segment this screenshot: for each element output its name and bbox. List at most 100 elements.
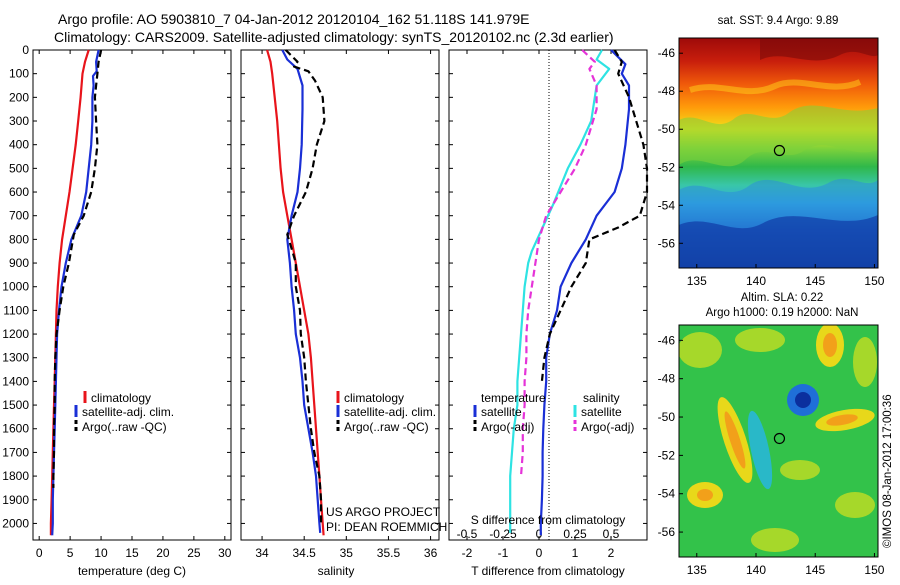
x-tick-label: 5 xyxy=(67,546,74,560)
series-line-satellite-adj-clim- xyxy=(281,49,322,533)
map-y-tick-label: -56 xyxy=(658,236,676,250)
series-line-satellite-adj-clim- xyxy=(51,49,100,536)
map-y-tick-label: -48 xyxy=(658,372,676,386)
map-x-tick-label: 135 xyxy=(687,563,707,577)
x-tick-label: 34.5 xyxy=(293,546,317,560)
map-y-tick-label: -46 xyxy=(658,46,676,60)
series-line-temperature-satellite xyxy=(539,49,631,536)
legend-salinity-title: salinity xyxy=(583,391,620,405)
map-x-tick-label: 150 xyxy=(864,563,884,577)
x-tick-label: 15 xyxy=(125,546,139,560)
depth-tick-label: 1700 xyxy=(2,445,29,459)
legend-temp-satellite-label: satellite xyxy=(481,405,522,419)
sla-map-axes: 135 140 145 150 -46 -48 -50 -52 -54 -56 xyxy=(658,333,885,577)
sla-map-panel: Altim. SLA: 0.22 Argo h1000: 0.19 h2000:… xyxy=(658,292,894,577)
sla-field xyxy=(679,325,878,557)
map-x-tick-label: 150 xyxy=(864,274,884,288)
sla-map-title-line1: Altim. SLA: 0.22 xyxy=(741,292,823,304)
salinity-axes-frame xyxy=(240,49,440,541)
temperature-panel: 0100200300400500600700800900100011001200… xyxy=(2,43,232,578)
imos-timestamp: ©IMOS 08-Jan-2012 17:00:36 xyxy=(882,394,894,548)
figure-title-line2: Climatology: CARS2009. Satellite-adjuste… xyxy=(54,29,614,45)
depth-tick-label: 1300 xyxy=(2,351,29,365)
map-y-tick-label: -56 xyxy=(658,525,676,539)
s-tick-label: 0.25 xyxy=(563,527,587,541)
sla-map-frame xyxy=(678,324,879,558)
s-difference-axis: -0.5 -0.25 0 0.25 0.5 xyxy=(457,527,620,541)
x-tick-label: 34 xyxy=(255,546,269,560)
legend-sal-satellite-label: satellite xyxy=(581,405,622,419)
map-y-tick-label: -50 xyxy=(658,122,676,136)
salinity-axis: 34 34.5 35 35.5 36 xyxy=(255,50,438,560)
sla-map-title-line2: Argo h1000: 0.19 h2000: NaN xyxy=(706,307,859,319)
series-line-salinity-argo-adj- xyxy=(519,49,598,477)
map-y-tick-label: -54 xyxy=(658,487,676,501)
depth-tick-label: 2000 xyxy=(2,516,29,530)
series-line-climatology xyxy=(49,49,90,536)
difference-legend: temperature salinity satellite Argo(-adj… xyxy=(473,391,634,434)
temperature-legend: climatology satellite-adj. clim. Argo(..… xyxy=(74,391,174,434)
depth-tick-label: 500 xyxy=(9,161,29,175)
legend-argo-label: Argo(..raw -QC) xyxy=(82,420,167,434)
legend-climatology-label: climatology xyxy=(91,391,151,405)
depth-tick-label: 1400 xyxy=(2,374,29,388)
map-x-tick-label: 145 xyxy=(805,563,825,577)
salinity-depth-ticks xyxy=(241,49,439,524)
x-tick-label: 36 xyxy=(424,546,438,560)
depth-tick-label: 200 xyxy=(9,90,29,104)
legend-satellite-label: satellite-adj. clim. xyxy=(344,405,436,419)
difference-depth-ticks xyxy=(449,49,647,524)
x-tick-label: 25 xyxy=(187,546,201,560)
sst-map-title: sat. SST: 9.4 Argo: 9.89 xyxy=(718,15,839,27)
project-annotation-line1: US ARGO PROJECT xyxy=(326,505,441,519)
sst-map-axes: 135 140 145 150 -46 -48 -50 -52 -54 -56 xyxy=(658,46,885,288)
x-tick-label: 2 xyxy=(608,546,615,560)
x-tick-label: -2 xyxy=(462,546,473,560)
map-x-tick-label: 145 xyxy=(805,274,825,288)
sst-field xyxy=(679,38,878,268)
legend-temperature-title: temperature xyxy=(481,391,546,405)
map-x-tick-label: 135 xyxy=(687,274,707,288)
depth-tick-label: 100 xyxy=(9,67,29,81)
depth-tick-label: 900 xyxy=(9,256,29,270)
series-line-argo-raw-qc- xyxy=(284,49,326,524)
s-difference-label: S difference from climatology xyxy=(471,513,626,527)
map-y-tick-label: -52 xyxy=(658,160,676,174)
series-line-temperature-argo-adj- xyxy=(540,49,649,382)
argo-float-marker xyxy=(773,144,786,157)
salinity-xlabel: salinity xyxy=(318,564,355,578)
depth-tick-label: 300 xyxy=(9,114,29,128)
map-y-tick-label: -50 xyxy=(658,410,676,424)
depth-tick-label: 0 xyxy=(22,43,29,57)
depth-tick-label: 400 xyxy=(9,138,29,152)
depth-tick-label: 1800 xyxy=(2,469,29,483)
temperature-axis: 0 5 10 15 20 25 30 xyxy=(36,50,232,560)
legend-sal-argo-label: Argo(-adj) xyxy=(581,420,634,434)
x-tick-label: 35 xyxy=(340,546,354,560)
depth-tick-label: 1500 xyxy=(2,398,29,412)
x-tick-label: 35.5 xyxy=(377,546,401,560)
map-x-tick-label: 140 xyxy=(746,274,766,288)
series-line-climatology xyxy=(266,49,325,536)
map-y-tick-label: -48 xyxy=(658,84,676,98)
sst-map-panel: sat. SST: 9.4 Argo: 9.89 135 140 145 150 -46… xyxy=(658,15,885,288)
map-x-tick-label: 140 xyxy=(746,563,766,577)
series-line-salinity-satellite xyxy=(509,49,611,533)
series-line-argo-raw-qc- xyxy=(52,49,103,488)
temperature-series xyxy=(49,49,103,536)
depth-tick-label: 1900 xyxy=(2,493,29,507)
depth-tick-label: 700 xyxy=(9,209,29,223)
legend-satellite-label: satellite-adj. clim. xyxy=(82,405,174,419)
s-tick-label: -0.25 xyxy=(489,527,517,541)
map-y-tick-label: -52 xyxy=(658,448,676,462)
difference-xlabel: T difference from climatology xyxy=(471,564,625,578)
map-y-tick-label: -46 xyxy=(658,333,676,347)
x-tick-label: 1 xyxy=(572,546,579,560)
legend-climatology-label: climatology xyxy=(344,391,404,405)
salinity-legend: climatology satellite-adj. clim. Argo(..… xyxy=(336,391,436,434)
depth-tick-label: 1000 xyxy=(2,280,29,294)
salinity-panel: 34 34.5 35 35.5 36 salinity climatology sate… xyxy=(240,49,447,578)
s-tick-label: 0.5 xyxy=(603,527,620,541)
s-tick-label: -0.5 xyxy=(457,527,478,541)
